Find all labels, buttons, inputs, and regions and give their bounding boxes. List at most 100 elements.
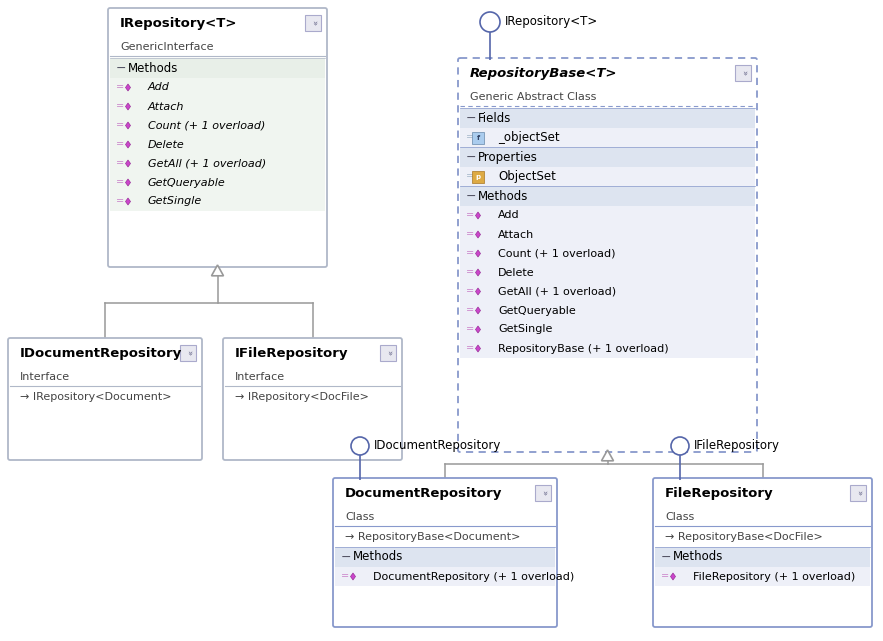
Text: =: =: [466, 267, 474, 278]
Text: GetQueryable: GetQueryable: [498, 306, 576, 315]
Text: IDocumentRepository: IDocumentRepository: [20, 347, 182, 360]
Polygon shape: [476, 307, 480, 314]
Text: IFileRepository: IFileRepository: [235, 347, 349, 360]
Text: =: =: [466, 210, 474, 221]
Text: → RepositoryBase<DocFile>: → RepositoryBase<DocFile>: [665, 533, 823, 542]
Text: =: =: [466, 172, 474, 181]
Polygon shape: [476, 212, 480, 219]
Polygon shape: [125, 160, 131, 167]
FancyBboxPatch shape: [460, 225, 755, 244]
Text: =: =: [466, 229, 474, 240]
Text: IRepository<T>: IRepository<T>: [505, 15, 599, 28]
Text: −: −: [116, 62, 126, 74]
FancyBboxPatch shape: [335, 567, 555, 586]
Text: GetSingle: GetSingle: [498, 324, 553, 335]
Text: f: f: [477, 135, 479, 140]
Polygon shape: [125, 141, 131, 148]
Text: Delete: Delete: [148, 140, 185, 149]
Text: Class: Class: [345, 512, 374, 522]
FancyBboxPatch shape: [10, 340, 200, 368]
Text: −: −: [661, 551, 671, 563]
FancyBboxPatch shape: [110, 58, 325, 78]
Polygon shape: [125, 103, 131, 110]
Text: =: =: [466, 324, 474, 335]
FancyBboxPatch shape: [460, 128, 755, 147]
Text: GetQueryable: GetQueryable: [148, 178, 226, 188]
Text: → RepositoryBase<Document>: → RepositoryBase<Document>: [345, 533, 520, 542]
Text: =: =: [466, 287, 474, 297]
Polygon shape: [212, 265, 223, 276]
FancyBboxPatch shape: [460, 244, 755, 263]
Text: Generic Abstract Class: Generic Abstract Class: [470, 92, 596, 102]
Text: »: »: [738, 71, 748, 76]
Text: RepositoryBase<T>: RepositoryBase<T>: [470, 67, 617, 81]
FancyBboxPatch shape: [460, 186, 755, 206]
FancyBboxPatch shape: [460, 263, 755, 282]
Text: =: =: [116, 101, 125, 112]
FancyBboxPatch shape: [335, 480, 555, 508]
Polygon shape: [125, 84, 131, 91]
Text: Interface: Interface: [20, 372, 70, 382]
Text: −: −: [466, 112, 477, 124]
Text: =: =: [341, 572, 349, 581]
FancyBboxPatch shape: [460, 108, 755, 128]
Text: RepositoryBase (+ 1 overload): RepositoryBase (+ 1 overload): [498, 344, 668, 353]
FancyBboxPatch shape: [460, 167, 755, 186]
Text: »: »: [308, 21, 318, 26]
Text: »: »: [539, 490, 547, 495]
FancyBboxPatch shape: [460, 147, 755, 167]
Text: =: =: [116, 83, 125, 92]
Text: DocumentRepository: DocumentRepository: [345, 488, 502, 501]
Polygon shape: [125, 198, 131, 205]
Text: =: =: [116, 140, 125, 149]
FancyBboxPatch shape: [110, 192, 325, 211]
Polygon shape: [601, 450, 614, 461]
Text: p: p: [475, 174, 480, 179]
FancyBboxPatch shape: [110, 135, 325, 154]
Circle shape: [351, 437, 369, 455]
FancyBboxPatch shape: [460, 301, 755, 320]
FancyBboxPatch shape: [850, 485, 866, 501]
FancyBboxPatch shape: [305, 15, 321, 31]
Polygon shape: [125, 179, 131, 186]
Text: IFileRepository: IFileRepository: [694, 440, 780, 453]
Text: Class: Class: [665, 512, 694, 522]
FancyBboxPatch shape: [8, 338, 202, 460]
Polygon shape: [476, 269, 480, 276]
Text: Add: Add: [148, 83, 170, 92]
Text: Count (+ 1 overload): Count (+ 1 overload): [148, 121, 266, 131]
FancyBboxPatch shape: [110, 10, 325, 38]
Text: IDocumentRepository: IDocumentRepository: [374, 440, 502, 453]
Text: GetSingle: GetSingle: [148, 197, 202, 206]
FancyBboxPatch shape: [110, 97, 325, 116]
Text: =: =: [116, 158, 125, 169]
Text: =: =: [466, 306, 474, 315]
Text: → IRepository<Document>: → IRepository<Document>: [20, 392, 171, 403]
FancyBboxPatch shape: [535, 485, 551, 501]
Text: =: =: [661, 572, 669, 581]
FancyBboxPatch shape: [460, 60, 755, 88]
FancyBboxPatch shape: [460, 282, 755, 301]
FancyBboxPatch shape: [460, 206, 755, 225]
FancyBboxPatch shape: [108, 8, 327, 267]
Text: GenericInterface: GenericInterface: [120, 42, 214, 52]
FancyBboxPatch shape: [110, 78, 325, 97]
Text: → IRepository<DocFile>: → IRepository<DocFile>: [235, 392, 369, 403]
Text: =: =: [116, 178, 125, 188]
Text: Interface: Interface: [235, 372, 285, 382]
Text: =: =: [116, 121, 125, 131]
Text: Attach: Attach: [148, 101, 185, 112]
Text: Fields: Fields: [478, 112, 511, 124]
Text: =: =: [466, 133, 474, 142]
Text: Methods: Methods: [673, 551, 723, 563]
Text: −: −: [466, 190, 477, 203]
FancyBboxPatch shape: [225, 340, 400, 368]
Polygon shape: [670, 573, 675, 580]
Text: Methods: Methods: [128, 62, 178, 74]
Text: Add: Add: [498, 210, 519, 221]
Circle shape: [480, 12, 500, 32]
Polygon shape: [476, 250, 480, 257]
FancyBboxPatch shape: [735, 65, 751, 81]
FancyBboxPatch shape: [110, 154, 325, 173]
Circle shape: [671, 437, 689, 455]
